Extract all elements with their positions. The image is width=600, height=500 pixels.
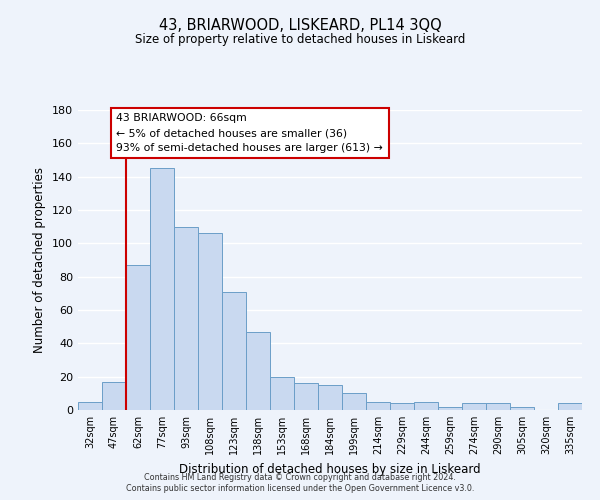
Text: Contains HM Land Registry data © Crown copyright and database right 2024.: Contains HM Land Registry data © Crown c… <box>144 472 456 482</box>
Bar <box>342 394 366 410</box>
Bar <box>438 406 462 410</box>
Bar <box>486 404 510 410</box>
Text: 43, BRIARWOOD, LISKEARD, PL14 3QQ: 43, BRIARWOOD, LISKEARD, PL14 3QQ <box>158 18 442 32</box>
Bar <box>510 406 534 410</box>
Bar <box>318 385 342 410</box>
Bar <box>150 168 174 410</box>
Bar <box>126 265 150 410</box>
Bar <box>390 404 414 410</box>
Bar <box>222 292 246 410</box>
Bar <box>102 382 126 410</box>
Bar <box>198 234 222 410</box>
Bar <box>294 384 318 410</box>
Bar <box>246 332 270 410</box>
Bar <box>174 226 198 410</box>
Bar <box>462 404 486 410</box>
Bar <box>366 402 390 410</box>
Bar <box>78 402 102 410</box>
Bar <box>414 402 438 410</box>
Text: Size of property relative to detached houses in Liskeard: Size of property relative to detached ho… <box>135 32 465 46</box>
Y-axis label: Number of detached properties: Number of detached properties <box>34 167 46 353</box>
X-axis label: Distribution of detached houses by size in Liskeard: Distribution of detached houses by size … <box>179 462 481 475</box>
Bar <box>270 376 294 410</box>
Bar <box>558 404 582 410</box>
Text: Contains public sector information licensed under the Open Government Licence v3: Contains public sector information licen… <box>126 484 474 493</box>
Text: 43 BRIARWOOD: 66sqm
← 5% of detached houses are smaller (36)
93% of semi-detache: 43 BRIARWOOD: 66sqm ← 5% of detached hou… <box>116 114 383 153</box>
